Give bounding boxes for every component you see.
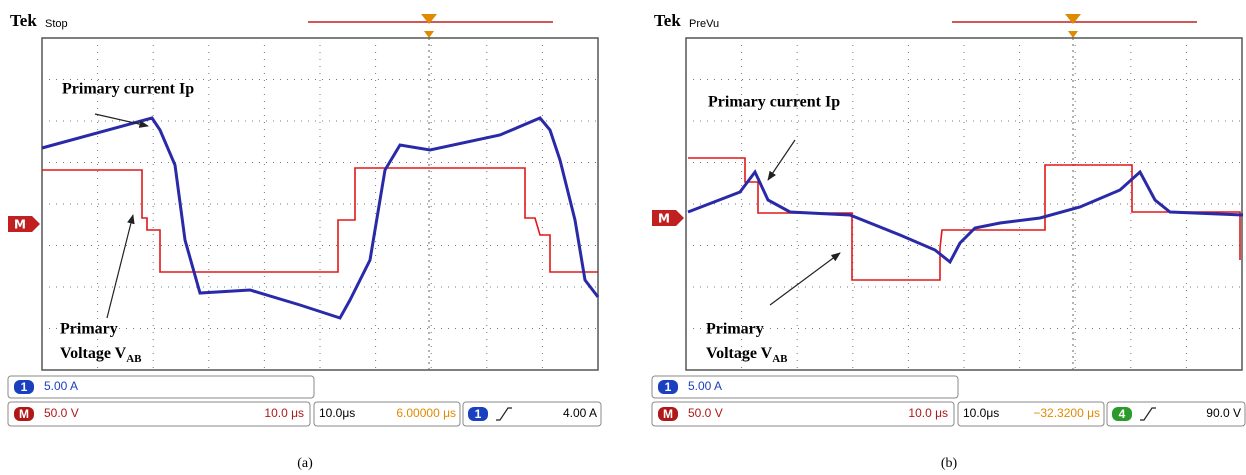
voltage-label-line1: Primary <box>706 321 764 338</box>
math-time: 10.0 μs <box>264 406 304 420</box>
voltage-label-main: Voltage V <box>706 345 773 362</box>
voltage-subscript: AB <box>126 353 142 365</box>
math-scale: 50.0 V <box>44 406 79 420</box>
caption: (a) <box>297 456 313 471</box>
position: 6.00000 μs <box>396 406 456 420</box>
trigger-level: 4.00 A <box>563 406 597 420</box>
brand: Tek <box>10 11 37 30</box>
trigger-badge: 1 <box>475 407 482 421</box>
trigger-point <box>424 31 434 38</box>
scope-panel: Tek PreVu M Primary current Ip Primary Voltag… <box>652 11 1245 471</box>
ch1-scale: 5.00 A <box>44 379 78 393</box>
math-badge: M <box>19 407 29 421</box>
ch1-scale: 5.00 A <box>688 379 722 393</box>
math-scale: 50.0 V <box>688 406 723 420</box>
trigger-badge: 4 <box>1119 407 1126 421</box>
voltage-subscript: AB <box>772 353 788 365</box>
status: PreVu <box>689 18 719 30</box>
figure: Tek Stop M Primary current Ip Primary Voltage… <box>0 0 1246 475</box>
math-time: 10.0 μs <box>908 406 948 420</box>
status: Stop <box>45 18 68 30</box>
math-marker: M <box>14 218 26 232</box>
voltage-label-line1: Primary <box>60 321 118 338</box>
math-marker: M <box>658 212 670 226</box>
brand: Tek <box>654 11 681 30</box>
timebase: 10.0μs <box>319 406 355 420</box>
ch1-badge: 1 <box>665 380 672 394</box>
position: −32.3200 μs <box>1033 406 1100 420</box>
caption: (b) <box>941 456 958 471</box>
ch1-badge: 1 <box>21 380 28 394</box>
trigger-level: 90.0 V <box>1206 406 1241 420</box>
page: Tek Stop M Primary current Ip Primary Voltage… <box>0 0 1246 475</box>
trigger-point <box>1068 31 1078 38</box>
scope-panel: Tek Stop M Primary current Ip Primary Voltage… <box>8 11 601 471</box>
timebase: 10.0μs <box>963 406 999 420</box>
current-label: Primary current Ip <box>708 94 840 111</box>
current-label: Primary current Ip <box>62 81 194 98</box>
voltage-label-main: Voltage V <box>60 345 127 362</box>
math-badge: M <box>663 407 673 421</box>
